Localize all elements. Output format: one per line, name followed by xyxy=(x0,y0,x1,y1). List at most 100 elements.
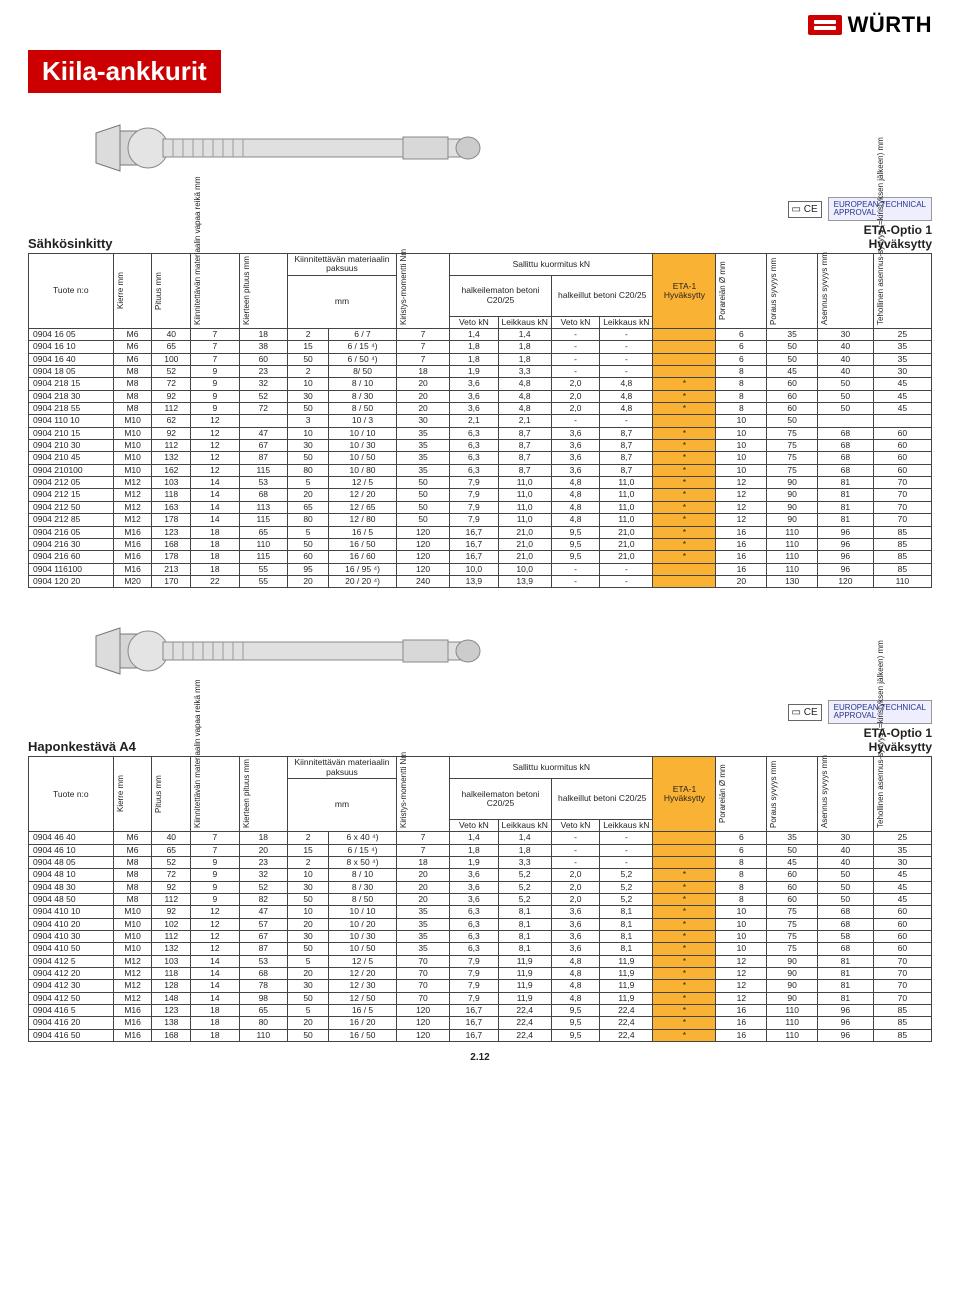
table-cell: 6,3 xyxy=(450,427,498,439)
table-cell: 60 xyxy=(873,464,931,476)
table-cell: 3,6 xyxy=(450,390,498,402)
table-cell: * xyxy=(653,526,716,538)
table-cell: 1,8 xyxy=(450,844,498,856)
table-cell: 10 / 50 xyxy=(329,943,397,955)
table-cell: 20 xyxy=(288,918,329,930)
table-cell: 87 xyxy=(239,943,287,955)
table-cell: 12 xyxy=(191,440,239,452)
table-cell: 98 xyxy=(239,992,287,1004)
table-cell: 3,6 xyxy=(450,403,498,415)
table-cell: 110 xyxy=(767,1029,818,1041)
table-cell: 90 xyxy=(767,955,818,967)
table-cell: 52 xyxy=(239,881,287,893)
table-cell: 50 xyxy=(288,353,329,365)
table-cell: 18 xyxy=(396,366,449,378)
table-cell: 4,8 xyxy=(551,955,599,967)
table-cell: 110 xyxy=(767,1017,818,1029)
ce-badge-icon: ▭ CE xyxy=(788,704,822,721)
table-cell: 0904 218 55 xyxy=(29,403,114,415)
col-porareian: Porareiän Ø mm xyxy=(718,758,729,830)
table-cell: * xyxy=(653,918,716,930)
table-cell: 2,0 xyxy=(551,390,599,402)
col-halkeillut: halkeillut betoni C20/25 xyxy=(551,275,653,316)
col-halkeilematon: halkeilematon betoni C20/25 xyxy=(450,778,552,819)
table-cell: 20 xyxy=(396,893,449,905)
table-cell: 20 xyxy=(396,869,449,881)
table-cell: 8 xyxy=(716,893,767,905)
table-cell: M8 xyxy=(113,403,152,415)
table-cell: 60 xyxy=(767,881,818,893)
table-row: 0904 218 30M892952308 / 30203,64,82,04,8… xyxy=(29,390,932,402)
table-cell: 12 / 5 xyxy=(329,955,397,967)
table-cell: 12 xyxy=(716,489,767,501)
table-cell: 0904 212 15 xyxy=(29,489,114,501)
table-cell: 45 xyxy=(873,869,931,881)
table-cell: 7 xyxy=(396,329,449,341)
table-cell: 12 / 50 xyxy=(329,992,397,1004)
table-cell: 12 / 30 xyxy=(329,980,397,992)
col-leikkaus-2: Leikkaus kN xyxy=(600,819,653,831)
table-cell: 5,2 xyxy=(498,881,551,893)
table-cell: 12 xyxy=(191,918,239,930)
table-cell: - xyxy=(551,575,599,587)
table-cell: M10 xyxy=(113,427,152,439)
table-cell: 5 xyxy=(288,955,329,967)
table-cell: 16,7 xyxy=(450,1029,498,1041)
table-cell: - xyxy=(600,844,653,856)
table-cell: 60 xyxy=(873,918,931,930)
table-cell: 55 xyxy=(239,563,287,575)
col-leikkaus-2: Leikkaus kN xyxy=(600,316,653,328)
table-cell: * xyxy=(653,906,716,918)
table-cell: - xyxy=(551,353,599,365)
table-cell: 12 xyxy=(716,477,767,489)
table-cell: 1,4 xyxy=(450,329,498,341)
table-cell: 38 xyxy=(239,341,287,353)
table-cell: 4,8 xyxy=(551,501,599,513)
table-cell: 3,6 xyxy=(450,881,498,893)
table-cell: 10 xyxy=(716,906,767,918)
table-cell: 5 xyxy=(288,1005,329,1017)
table-cell: 4,8 xyxy=(551,514,599,526)
table-cell: 40 xyxy=(818,856,874,868)
eta-optio-label-2: ETA-Optio 1 Hyväksytty xyxy=(788,726,932,754)
table-cell: 0904 416 20 xyxy=(29,1017,114,1029)
table-cell: 1,8 xyxy=(498,353,551,365)
table-cell: 15 xyxy=(288,844,329,856)
table-cell: 53 xyxy=(239,955,287,967)
table-row: 0904 410 10M109212471010 / 10356,38,13,6… xyxy=(29,906,932,918)
col-sallittu: Sallittu kuormitus kN xyxy=(450,254,653,276)
table-cell: 0904 48 10 xyxy=(29,869,114,881)
table-cell: M16 xyxy=(113,563,152,575)
cert-badges-2: ▭ CE EUROPEAN TECHNICALAPPROVAL xyxy=(788,700,932,724)
table-cell: M16 xyxy=(113,1017,152,1029)
table-header: Tuote n:o Kierre mm Pituus mm Kiinnitett… xyxy=(29,254,932,329)
table-cell: 10 xyxy=(288,378,329,390)
table-cell: 12 / 65 xyxy=(329,501,397,513)
table-cell: 4,8 xyxy=(551,980,599,992)
table-cell: 113 xyxy=(239,501,287,513)
table-cell: 4,8 xyxy=(551,477,599,489)
table-cell: 23 xyxy=(239,366,287,378)
table-cell: 40 xyxy=(152,832,191,844)
table-cell: 16 xyxy=(716,538,767,550)
table-cell: 2 xyxy=(288,856,329,868)
table-cell: 22,4 xyxy=(498,1017,551,1029)
table-row: 0904 46 40M64071826 x 40 ⁴)71,41,4--6353… xyxy=(29,832,932,844)
col-pituus: Pituus mm xyxy=(154,758,165,830)
table-cell: M8 xyxy=(113,366,152,378)
table-cell: 58 xyxy=(818,930,874,942)
table-cell: 10 / 50 xyxy=(329,452,397,464)
table-cell: M12 xyxy=(113,489,152,501)
table-cell: 21,0 xyxy=(498,551,551,563)
table-cell: 0904 216 05 xyxy=(29,526,114,538)
table-cell: 65 xyxy=(288,501,329,513)
table-row: 0904 410 30M1011212673010 / 30356,38,13,… xyxy=(29,930,932,942)
table-cell: 11,0 xyxy=(600,489,653,501)
table-cell: 70 xyxy=(873,980,931,992)
table-cell: - xyxy=(551,415,599,427)
table-cell: 11,9 xyxy=(498,992,551,1004)
table-cell: 8,7 xyxy=(498,452,551,464)
table-cell: 0904 416 5 xyxy=(29,1005,114,1017)
table-cell: 30 xyxy=(288,881,329,893)
table-cell: 10 xyxy=(716,415,767,427)
